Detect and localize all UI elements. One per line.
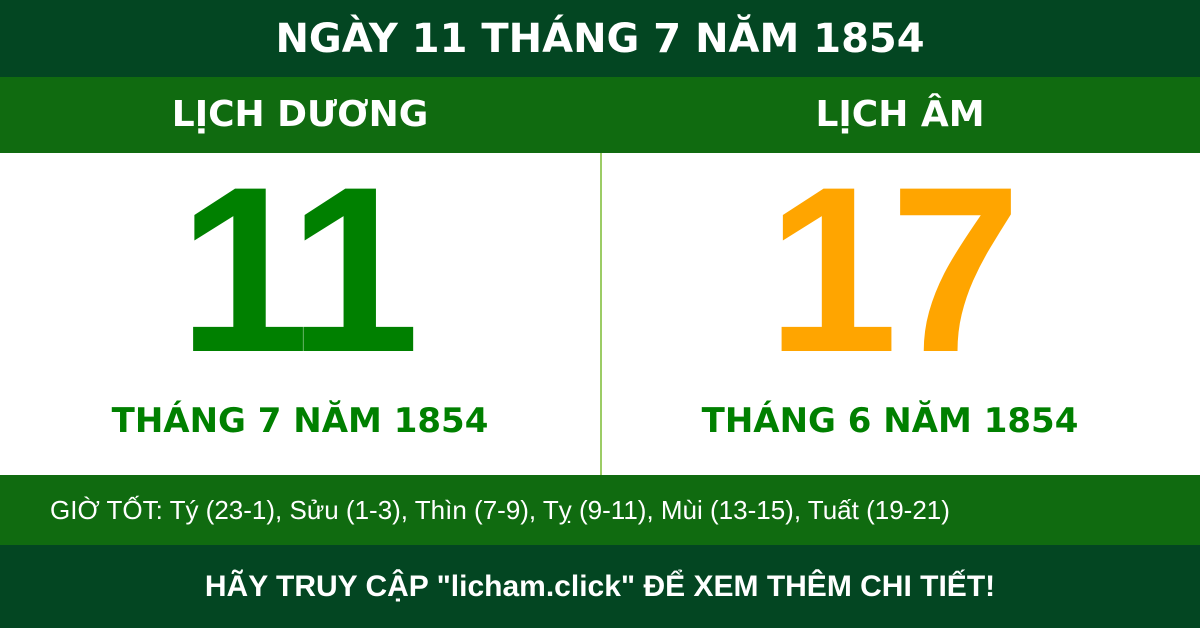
lunar-day: 17: [766, 138, 1022, 402]
lunar-month-year: THÁNG 6 NĂM 1854: [701, 401, 1079, 441]
solar-heading: LỊCH DƯƠNG: [171, 94, 429, 135]
solar-month-year: THÁNG 7 NĂM 1854: [111, 401, 489, 441]
page-title: NGÀY 11 THÁNG 7 NĂM 1854: [0, 0, 1200, 77]
good-hours: GIỜ TỐT: Tý (23-1), Sửu (1-3), Thìn (7-9…: [0, 475, 1200, 545]
divider: [600, 153, 602, 475]
solar-day: 11: [178, 138, 419, 402]
footer-cta: HÃY TRUY CẬP "licham.click" ĐỂ XEM THÊM …: [0, 545, 1200, 628]
calendar-headings: [0, 77, 1200, 153]
lunar-heading: LỊCH ÂM: [815, 94, 985, 135]
